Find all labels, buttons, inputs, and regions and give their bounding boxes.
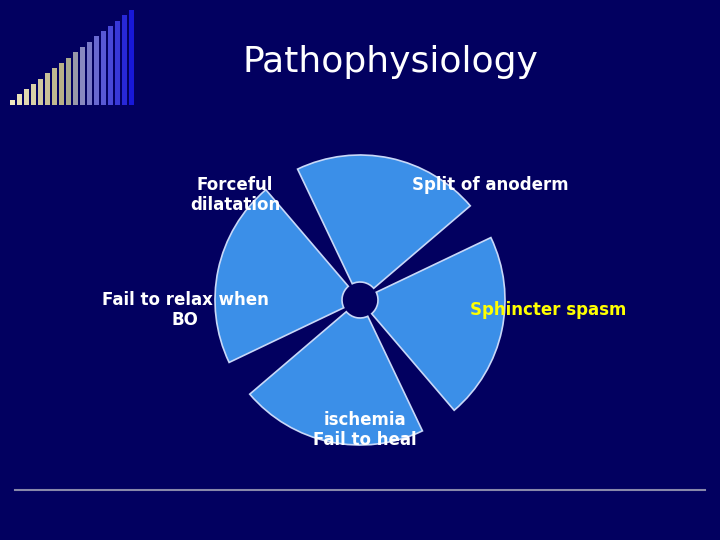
Bar	[10, 100, 15, 105]
Bar	[59, 63, 64, 105]
Text: ischemia
Fail to heal: ischemia Fail to heal	[313, 410, 417, 449]
Bar	[38, 79, 43, 105]
Bar	[129, 10, 134, 105]
Wedge shape	[215, 190, 348, 362]
Text: Pathophysiology: Pathophysiology	[242, 45, 538, 79]
Bar	[73, 52, 78, 105]
Bar	[17, 94, 22, 105]
Bar	[108, 26, 113, 105]
Bar	[24, 89, 29, 105]
Bar	[80, 47, 85, 105]
Bar	[52, 68, 57, 105]
Wedge shape	[372, 238, 505, 410]
Wedge shape	[297, 155, 470, 288]
Text: Sphincter spasm: Sphincter spasm	[470, 301, 626, 319]
Bar	[45, 73, 50, 105]
Bar	[31, 84, 36, 105]
Bar	[115, 21, 120, 105]
Bar	[122, 15, 127, 105]
Bar	[87, 42, 92, 105]
Text: Fail to relax when
BO: Fail to relax when BO	[102, 291, 269, 329]
Bar	[66, 57, 71, 105]
Wedge shape	[250, 312, 423, 445]
Bar	[101, 31, 106, 105]
Bar	[94, 36, 99, 105]
Text: Forceful
dilatation: Forceful dilatation	[190, 176, 280, 214]
Text: Split of anoderm: Split of anoderm	[412, 176, 568, 194]
